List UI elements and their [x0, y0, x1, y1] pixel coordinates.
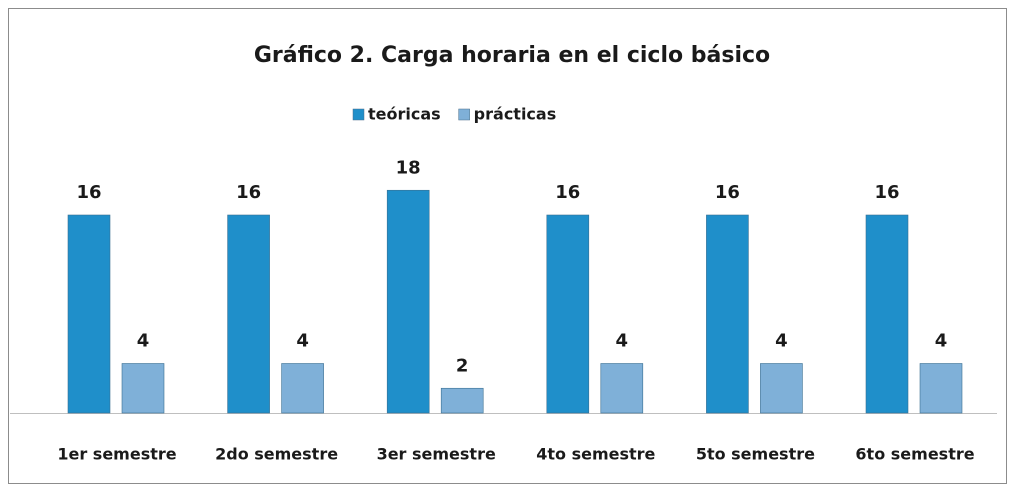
x-tick-label: 4to semestre: [536, 445, 655, 464]
bar: [440, 387, 484, 414]
legend-label: teóricas: [368, 105, 441, 124]
chart-title: Gráfico 2. Carga horaria en el ciclo bás…: [254, 43, 770, 68]
data-label: 16: [715, 182, 740, 203]
bar: [281, 363, 324, 414]
data-label: 18: [396, 157, 421, 178]
x-tick-label: 5to semestre: [696, 445, 815, 464]
bar: [600, 363, 644, 414]
bar: [227, 214, 270, 414]
x-tick-label: 2do semestre: [215, 445, 338, 464]
bar: [546, 214, 590, 414]
data-label: 16: [555, 182, 580, 203]
bar: [865, 214, 909, 414]
data-label: 4: [296, 331, 309, 352]
legend-label: prácticas: [474, 105, 557, 124]
data-label: 4: [935, 331, 948, 352]
chart-frame: [8, 8, 1007, 484]
x-tick-label: 1er semestre: [57, 445, 176, 464]
data-label: 16: [874, 182, 899, 203]
legend-swatch: [352, 108, 365, 121]
data-label: 4: [137, 331, 150, 352]
bar: [919, 363, 963, 414]
x-tick-label: 6to semestre: [855, 445, 974, 464]
data-label: 16: [76, 182, 101, 203]
data-label: 16: [236, 182, 261, 203]
data-label: 2: [456, 355, 469, 376]
x-tick-label: 3er semestre: [377, 445, 496, 464]
data-label: 4: [775, 331, 788, 352]
bar: [121, 363, 165, 414]
bar: [706, 214, 749, 414]
bar: [67, 214, 111, 414]
data-label: 4: [616, 331, 629, 352]
bar: [760, 363, 803, 414]
bar: [386, 189, 430, 414]
legend-swatch: [458, 108, 470, 121]
